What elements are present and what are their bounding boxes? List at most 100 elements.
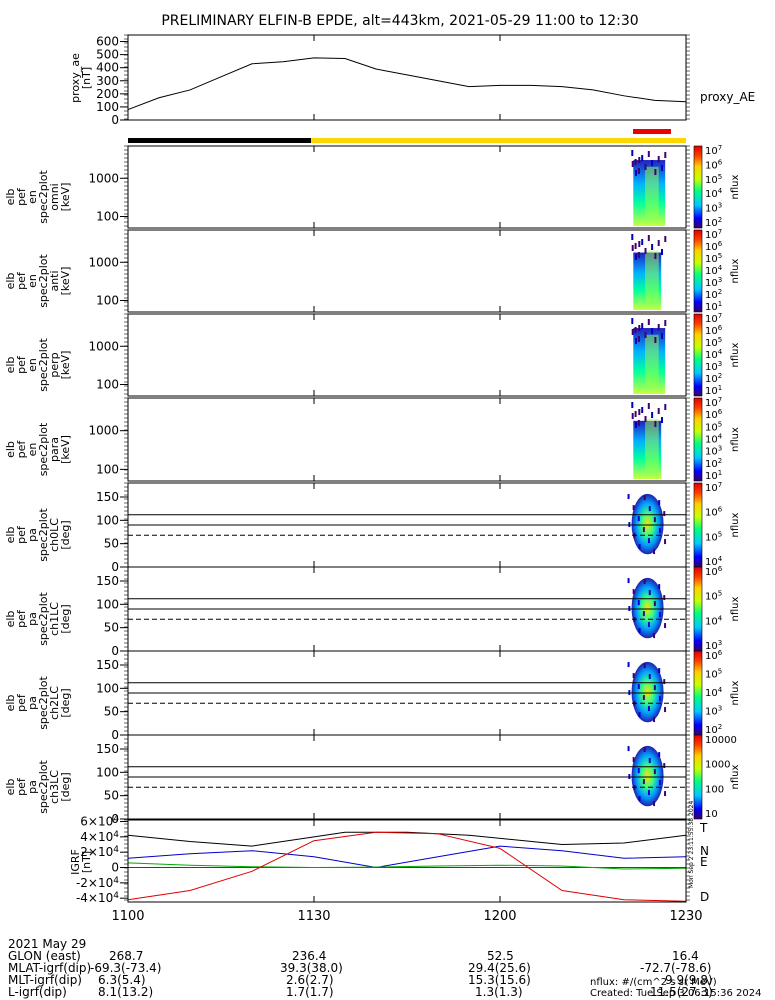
- colorbar-tick-label: 106: [705, 240, 723, 253]
- colorbar-tick-label: 103: [705, 639, 722, 652]
- spectrogram-mark: [638, 628, 641, 634]
- spectrogram-mark: [638, 241, 641, 247]
- spectrogram-mark: [645, 334, 659, 387]
- spectrogram-mark: [637, 420, 640, 426]
- ephem-value: 1.3(1.3): [475, 985, 523, 999]
- spectrogram-mark: [651, 160, 654, 166]
- y-tick-label: 100: [96, 100, 119, 114]
- panel-frame: [127, 34, 687, 121]
- y-tick-label: 0: [111, 861, 119, 875]
- spectrogram-mark: [647, 319, 650, 325]
- y-tick-label: 200: [96, 87, 119, 101]
- spectrogram-mark: [632, 589, 635, 595]
- spectrogram-mark: [637, 168, 640, 174]
- colorbar-tick-label: 106: [705, 408, 723, 421]
- spectrogram-mark: [647, 790, 650, 796]
- spectrogram-mark: [644, 416, 647, 422]
- spectrogram-mark: [654, 337, 657, 343]
- colorbar-tick-label: 102: [705, 372, 722, 385]
- y-tick-label: 4×104: [80, 830, 119, 844]
- colorbar-tick-label: 107: [705, 481, 722, 494]
- ephem-value: -69.3(-73.4): [90, 961, 162, 975]
- ephem-value: 11.5(27.3): [650, 985, 713, 999]
- spectrogram-mark: [653, 633, 656, 639]
- spectrogram-mark: [657, 156, 660, 162]
- colorbar-tick-label: 107: [705, 144, 722, 157]
- spectrogram-mark: [631, 161, 634, 167]
- panel-frame: [127, 145, 687, 229]
- spectrogram-mark: [664, 791, 667, 797]
- spectrogram-mark: [631, 402, 634, 408]
- colorbar-tick-label: 104: [705, 348, 723, 361]
- y-axis-label: elbpefenspec2plotperp[keV]: [4, 338, 72, 392]
- spectrogram-mark: [632, 505, 635, 511]
- spectrogram-mark: [643, 495, 646, 501]
- panel-frame: [127, 313, 687, 397]
- colorbar-tick-label: 105: [705, 668, 722, 681]
- spectrogram-mark: [638, 796, 641, 802]
- side-stamp: Mon Sep 2 23:11:55:38 2024: [688, 801, 695, 888]
- spectrogram-mark: [637, 684, 640, 690]
- spectrogram-mark: [644, 164, 647, 170]
- spectrogram-mark: [648, 758, 651, 764]
- science-zone-marker: [633, 129, 671, 134]
- spectrogram-mark: [653, 549, 656, 555]
- spectrogram-mark: [654, 169, 657, 175]
- y-tick-label: 150: [96, 742, 119, 756]
- spectrogram-mark: [642, 779, 645, 785]
- spectrogram-mark: [661, 333, 663, 339]
- spectrogram-mark: [657, 240, 660, 246]
- spectrogram-mark: [658, 780, 661, 786]
- y-axis-label: elbpefenspec2plotanti[keV]: [4, 254, 72, 308]
- y-tick-label: 0: [111, 113, 119, 127]
- spectrogram-mark: [653, 717, 656, 723]
- spectrogram-mark: [645, 166, 659, 219]
- orbit-bar: [128, 129, 686, 143]
- y-tick-label: 50: [104, 537, 119, 551]
- y-tick-label: 0: [111, 644, 119, 658]
- y-tick-label: 1000: [88, 171, 119, 185]
- ephem-value: 268.7: [109, 949, 144, 963]
- spectrogram-mark: [642, 695, 645, 701]
- footer-created: Created: Tue Sep 3 06:15:36 2024: [590, 988, 762, 999]
- y-tick-label: -2×104: [76, 876, 119, 890]
- spectrogram-mark: [653, 685, 656, 691]
- spectrogram-mark: [653, 517, 656, 523]
- spectrogram-mark: [637, 252, 640, 258]
- ephem-value: 52.5: [487, 949, 514, 963]
- igrf-E-line: [127, 862, 687, 870]
- colorbar-label: nflux: [730, 258, 741, 283]
- spectrogram-mark: [664, 404, 667, 410]
- y-tick-label: 150: [96, 490, 119, 504]
- colorbar-tick-label: 104: [705, 187, 723, 200]
- spectrogram-mark: [658, 612, 661, 618]
- y-axis-label: elbpefpaspec2plotch3LC[deg]: [4, 760, 72, 814]
- colorbar-tick-label: 107: [705, 312, 722, 325]
- spectrogram-mark: [643, 663, 646, 669]
- spectrogram-mark: [644, 248, 647, 254]
- panel-frame: [127, 734, 687, 820]
- spectrogram-mark: [634, 327, 637, 333]
- y-tick-label: 50: [104, 789, 119, 803]
- y-tick-label: 100: [96, 462, 119, 476]
- spectrogram-mark: [647, 706, 650, 712]
- y-tick-label: 150: [96, 574, 119, 588]
- panels-layer: 0100200300400500600proxy_ae[nT]proxy_AE1…: [4, 34, 755, 905]
- spectrogram-mark: [635, 254, 637, 260]
- colorbar-tick-label: 105: [705, 420, 722, 433]
- ephem-label: MLT-igrf(dip): [8, 973, 82, 987]
- spectrogram-mark: [642, 527, 645, 533]
- spectrogram-mark: [663, 763, 666, 769]
- spectrogram-mark: [664, 539, 667, 545]
- spectrogram-mark: [653, 801, 656, 807]
- legend-label: proxy_AE: [700, 90, 755, 104]
- colorbar-tick-label: 104: [705, 264, 723, 277]
- colorbar-tick-label: 103: [705, 202, 722, 215]
- y-tick-label: -4×104: [76, 891, 119, 905]
- y-tick-label: 0: [111, 728, 119, 742]
- ephem-value: 39.3(38.0): [280, 961, 343, 975]
- spectrogram-mark: [647, 622, 650, 628]
- y-tick-label: 1000: [88, 424, 119, 438]
- spectrogram-mark: [657, 324, 660, 330]
- spectrogram-mark: [648, 590, 651, 596]
